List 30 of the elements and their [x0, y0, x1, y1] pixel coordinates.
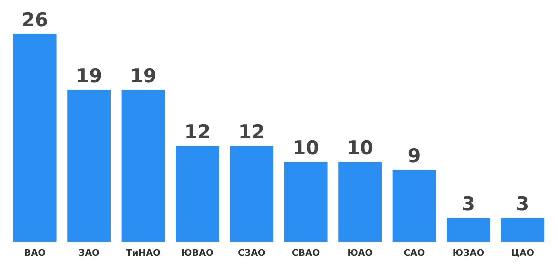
data-label: 19: [130, 65, 157, 88]
bar: [230, 146, 274, 242]
x-tick-label: ЮВАО: [182, 248, 214, 259]
data-label: 19: [76, 65, 103, 88]
x-tick-label: ЮАО: [348, 248, 374, 259]
bar: [392, 170, 436, 242]
bar: [13, 34, 57, 242]
bar: [338, 162, 382, 242]
data-label: 12: [184, 122, 211, 144]
data-label: 10: [347, 138, 374, 160]
x-tick-label: ВАО: [24, 248, 46, 259]
data-label: 9: [408, 146, 422, 168]
bar: [68, 90, 111, 242]
data-label: 3: [516, 194, 530, 216]
x-tick-label: ЗАО: [78, 248, 100, 259]
data-label: 10: [292, 138, 320, 160]
x-tick-label: ЦАО: [511, 248, 535, 259]
x-tick-label: СЗАО: [238, 248, 266, 259]
bar: [501, 218, 545, 242]
data-label: 26: [22, 9, 48, 32]
data-label: 12: [238, 122, 266, 144]
x-tick-label: ЮЗАО: [452, 248, 485, 259]
data-label: 3: [462, 194, 476, 216]
bar: [122, 90, 166, 242]
x-tick-label: САО: [404, 248, 426, 259]
bar: [284, 162, 328, 242]
x-tick-label: ТиНАО: [126, 248, 162, 259]
x-tick-label: СВАО: [292, 248, 320, 259]
bar: [176, 146, 220, 242]
bar: [447, 218, 490, 242]
